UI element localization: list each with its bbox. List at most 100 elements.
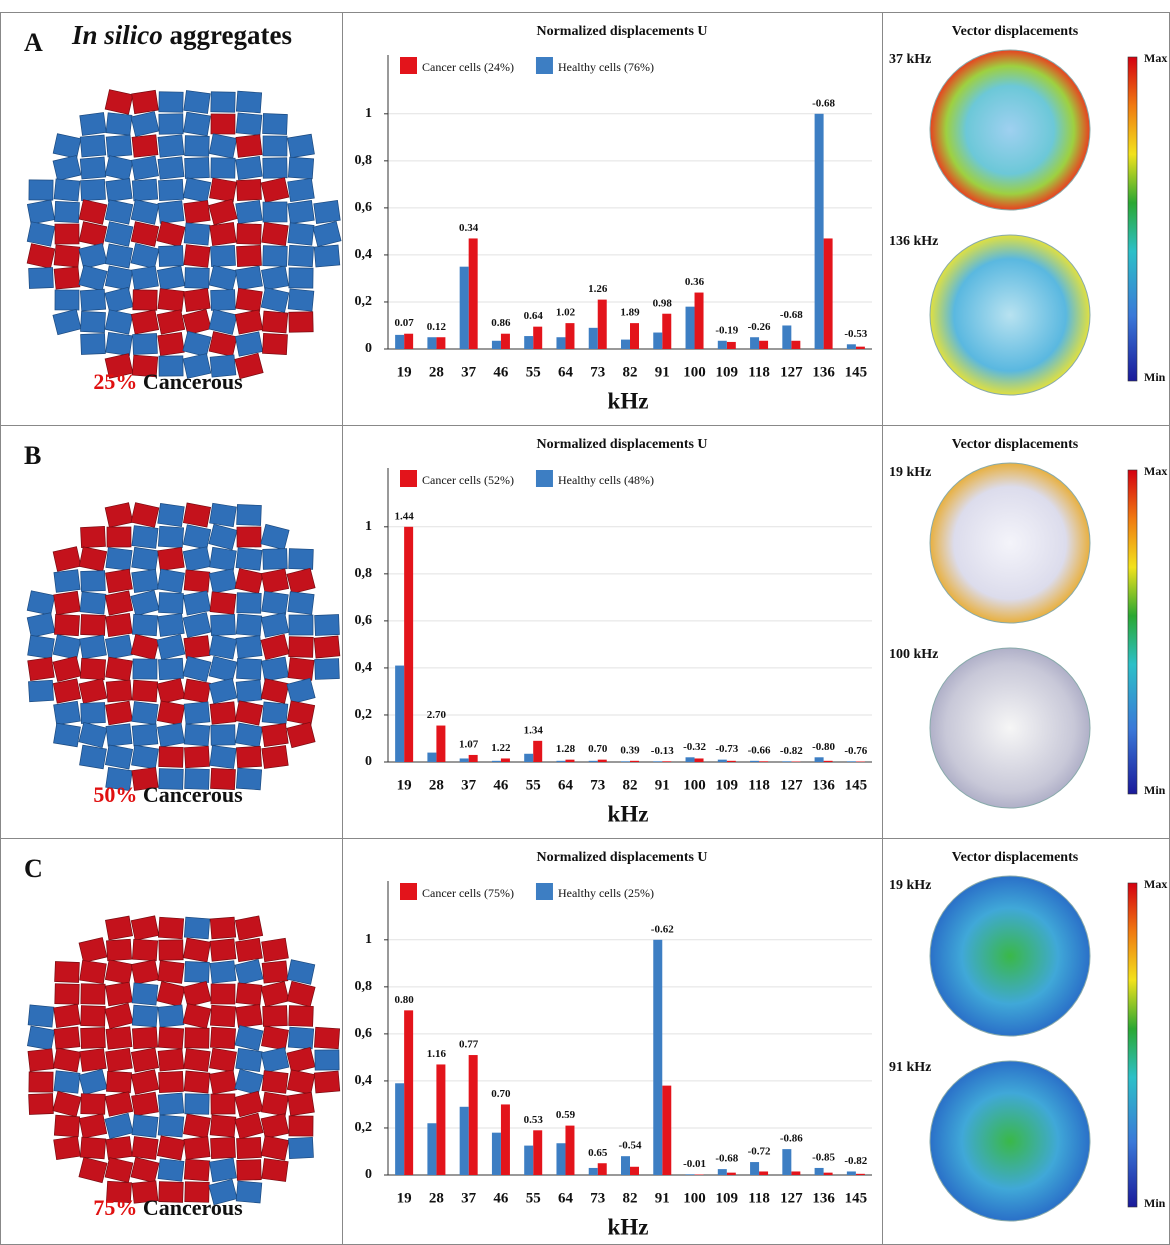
cell <box>288 1027 313 1049</box>
cell <box>184 223 210 245</box>
cell <box>262 333 287 354</box>
cell <box>105 156 133 181</box>
cell <box>27 200 54 224</box>
cell <box>81 571 106 592</box>
bar <box>718 760 727 762</box>
frequency-label: 100 kHz <box>889 647 938 662</box>
cell <box>287 960 315 985</box>
figure: AIn silico aggregates25% CancerousVector… <box>0 0 1170 1245</box>
bar-label: 1.34 <box>524 724 544 736</box>
bar <box>759 1171 768 1175</box>
cell <box>210 547 237 571</box>
cell <box>157 678 185 703</box>
cell <box>106 657 133 681</box>
cell <box>106 135 132 157</box>
cell <box>132 614 157 636</box>
cell <box>158 157 184 180</box>
bar <box>469 755 478 762</box>
bar-label: -0.76 <box>844 745 867 757</box>
x-tick-label: 28 <box>429 1190 444 1206</box>
cell <box>54 267 80 289</box>
displacement-image <box>930 876 1090 1036</box>
x-tick-label: 118 <box>748 777 770 793</box>
bar <box>404 334 413 349</box>
cell <box>263 1006 288 1027</box>
cell <box>236 614 262 636</box>
cell <box>262 1092 289 1116</box>
x-tick-label: 19 <box>397 1190 412 1206</box>
cell <box>263 246 288 267</box>
cell <box>158 658 183 679</box>
bar <box>686 1174 695 1175</box>
scale-max: Max <box>1144 877 1167 891</box>
bar <box>556 761 565 762</box>
bar <box>630 323 639 349</box>
cell <box>287 701 314 725</box>
displacement-image <box>930 50 1090 210</box>
bar <box>621 1156 630 1175</box>
bar-label: 0.53 <box>524 1114 544 1126</box>
cell <box>289 1137 314 1158</box>
cell <box>237 1160 262 1181</box>
y-tick-label: 0,4 <box>355 1073 373 1088</box>
bar <box>427 1123 436 1175</box>
bar <box>686 307 695 349</box>
x-tick-label: 118 <box>748 364 770 380</box>
cell <box>185 268 210 289</box>
legend-label: Healthy cells (48%) <box>558 473 654 487</box>
y-tick-label: 0,6 <box>355 1026 373 1041</box>
cell <box>105 266 132 290</box>
x-axis-label: kHz <box>608 388 649 413</box>
cell <box>157 266 184 290</box>
cell <box>183 309 211 334</box>
cell <box>53 1091 81 1116</box>
cell <box>106 1048 133 1071</box>
cell <box>81 615 106 636</box>
cell <box>314 245 340 267</box>
bar <box>662 314 671 349</box>
cell <box>27 613 55 638</box>
cell <box>210 917 236 939</box>
displacement-image <box>930 1061 1090 1221</box>
cell <box>237 1137 262 1158</box>
cell <box>209 524 237 549</box>
cell <box>106 113 132 135</box>
cell <box>183 981 211 1006</box>
cell <box>184 245 210 268</box>
cell <box>236 156 263 179</box>
cell <box>262 222 289 245</box>
cell <box>159 1071 184 1092</box>
x-tick-label: 82 <box>623 364 638 380</box>
cell <box>106 982 133 1006</box>
bar-label: -0.19 <box>715 324 738 336</box>
x-tick-label: 118 <box>748 1190 770 1206</box>
cell <box>158 1005 184 1027</box>
cell <box>158 201 184 224</box>
cell <box>28 635 55 658</box>
cell <box>210 1158 237 1182</box>
x-tick-label: 91 <box>655 777 670 793</box>
scale-min: Min <box>1144 1196 1166 1210</box>
cell <box>80 112 106 135</box>
cell <box>105 591 133 615</box>
bar <box>662 1086 671 1175</box>
cell <box>106 179 132 202</box>
bar-label: 0.70 <box>588 743 608 755</box>
cell <box>81 984 105 1004</box>
cell <box>159 940 183 961</box>
cell <box>237 245 262 266</box>
cell <box>235 569 263 594</box>
cell <box>105 222 133 247</box>
cell <box>159 747 184 768</box>
cell <box>159 592 184 613</box>
cell <box>159 114 183 134</box>
bar <box>782 325 791 349</box>
cell <box>159 92 183 112</box>
cell <box>133 290 157 311</box>
cell <box>184 724 210 746</box>
cell <box>105 287 133 312</box>
cell <box>263 114 288 135</box>
x-tick-label: 136 <box>812 1190 835 1206</box>
cell <box>81 1028 106 1049</box>
legend-label: Cancer cells (52%) <box>422 473 514 487</box>
